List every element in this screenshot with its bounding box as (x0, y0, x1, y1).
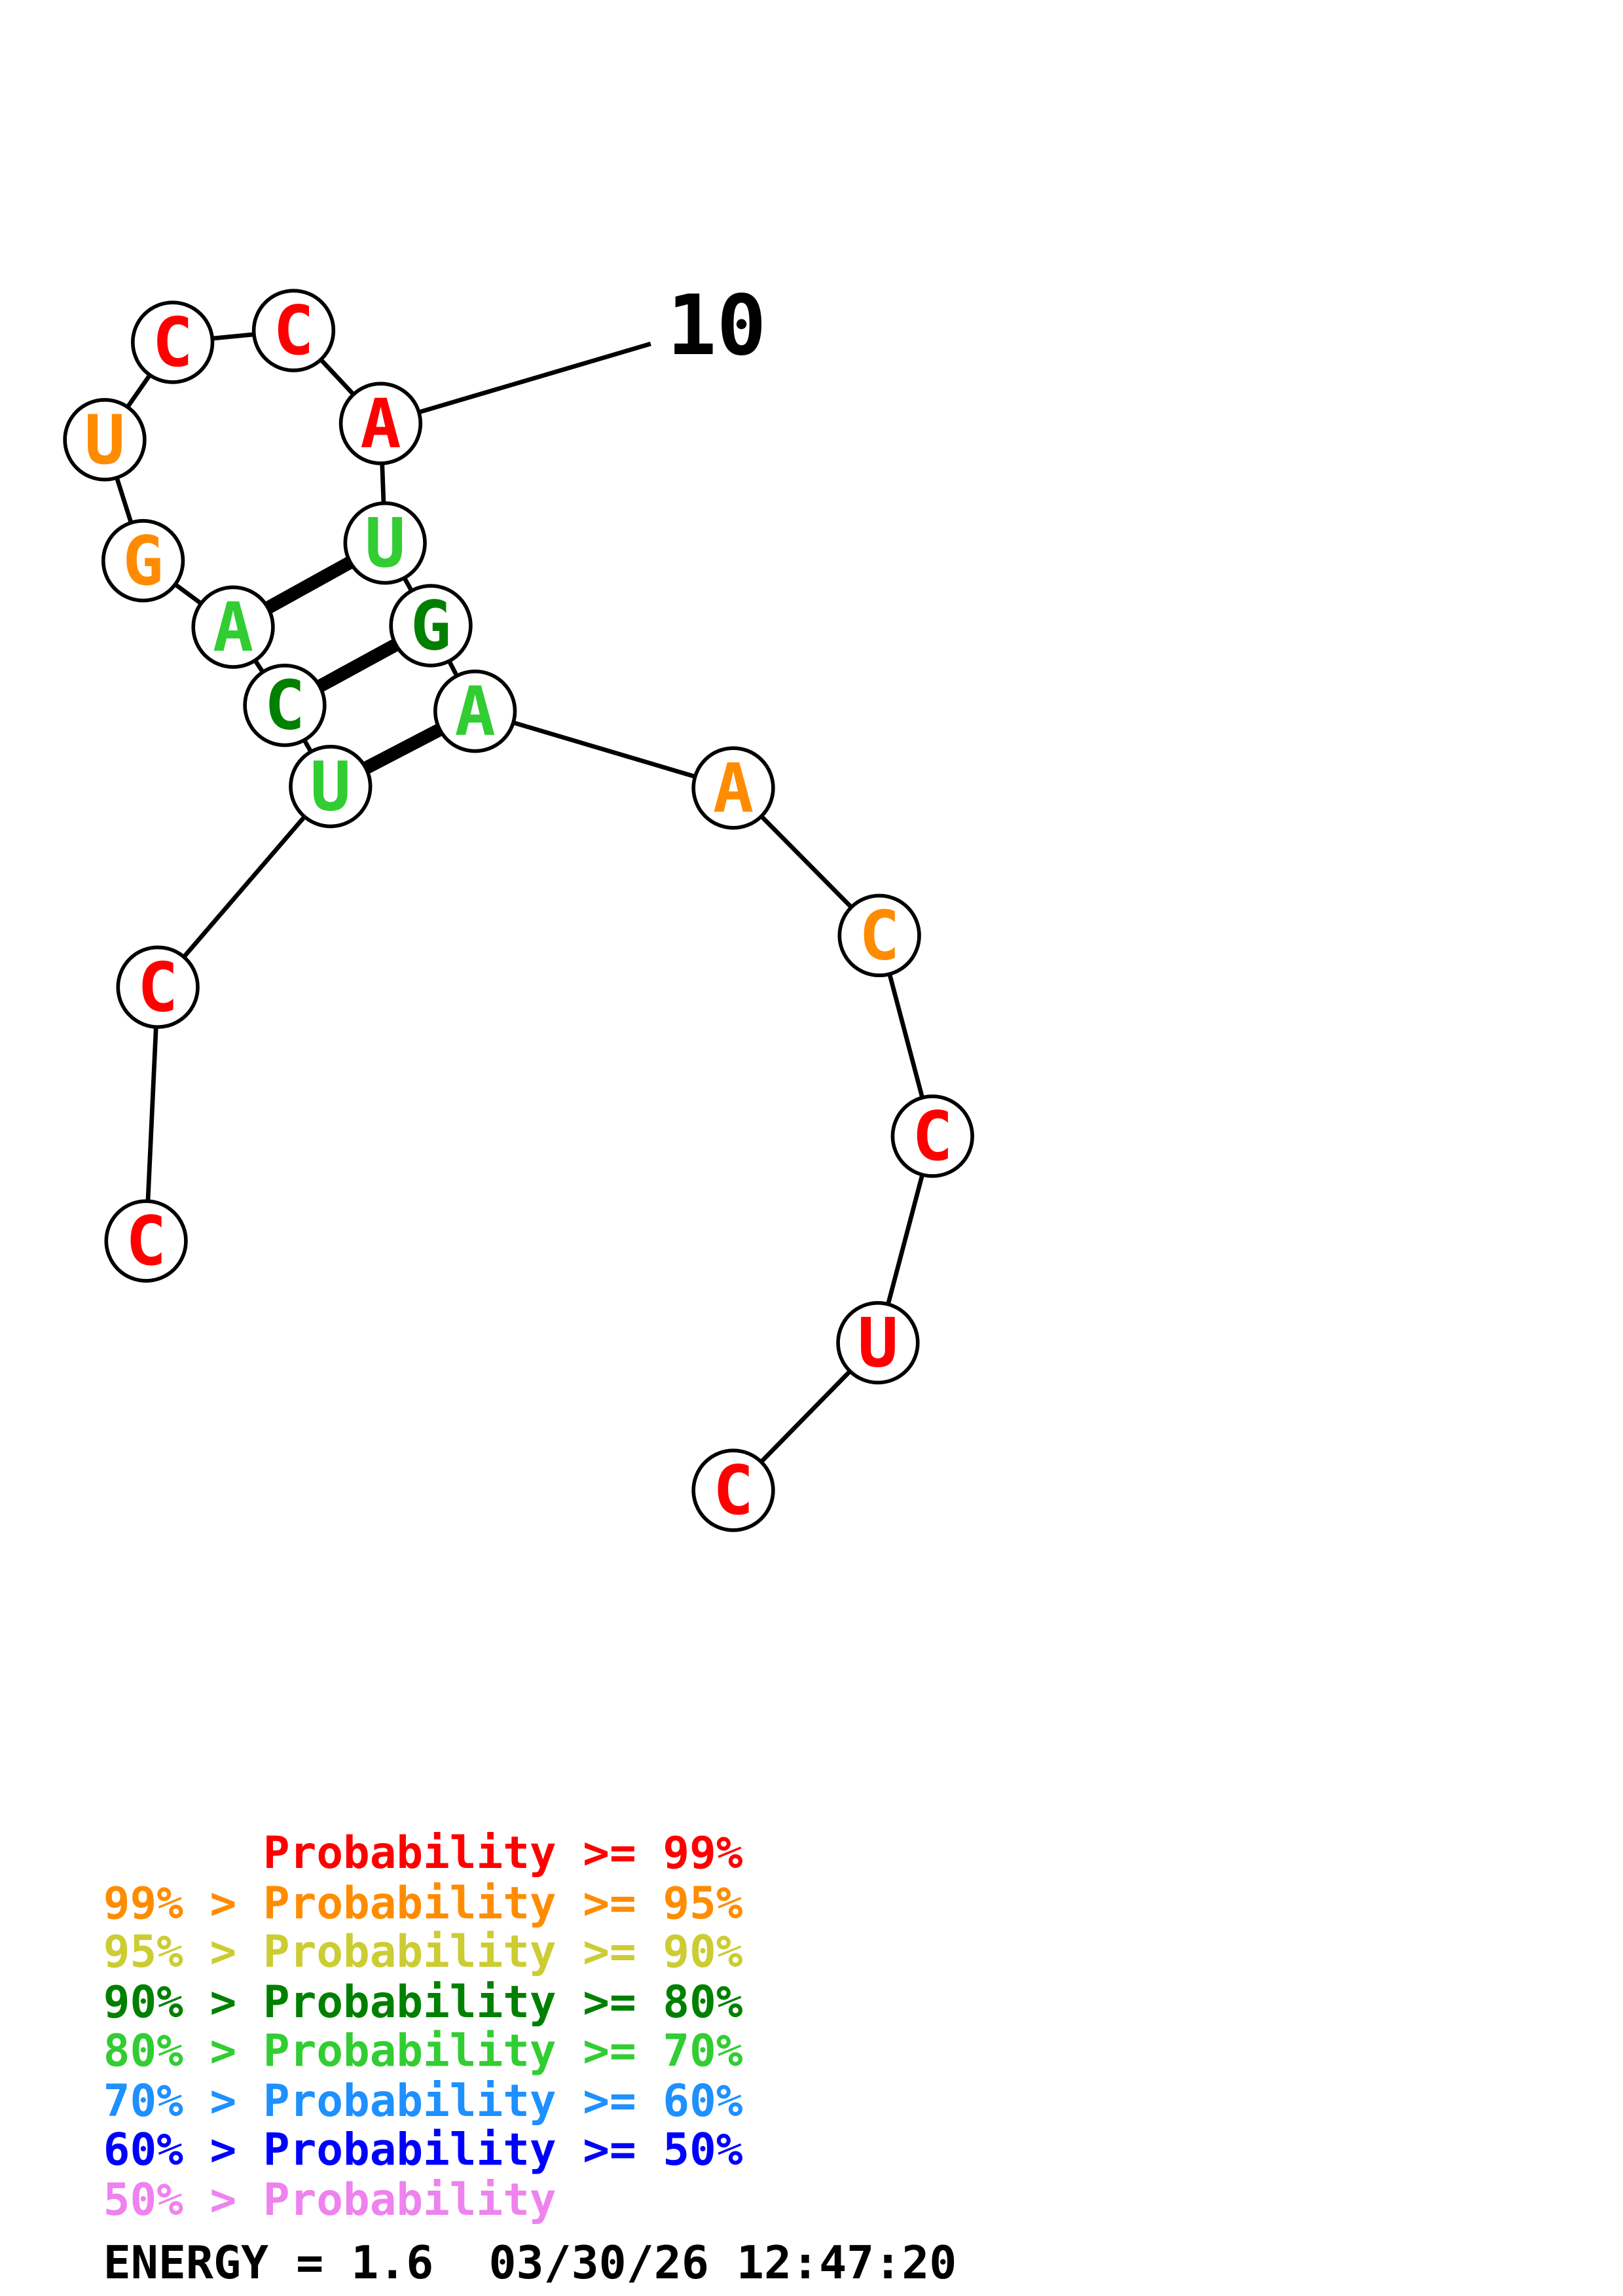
nucleotide-circle (389, 584, 473, 668)
nucleotide-circle (836, 1300, 920, 1385)
backbone-bonds-layer (102, 328, 935, 1492)
nucleotide-letter: A (713, 749, 754, 828)
backbone-bond (474, 709, 735, 791)
nucleotide-circle (433, 669, 517, 753)
nucleotide-circle (116, 945, 200, 1029)
nucleotide-node: U (289, 744, 373, 829)
nucleotide-circle (191, 585, 275, 669)
nucleotide-letter: C (859, 897, 900, 975)
legend-line-p50: 60% > Probability >= 50% (103, 2123, 743, 2175)
nucleotide-node: G (101, 519, 185, 603)
nucleotide-letter: C (713, 1452, 754, 1530)
nucleotide-node: U (63, 398, 147, 482)
nucleotide-node: A (691, 746, 775, 830)
nucleotide-letter: C (137, 948, 178, 1027)
nucleotide-circle (890, 1094, 974, 1178)
nucleotide-letter: C (273, 292, 314, 370)
nucleotide-node: C (837, 893, 921, 978)
legend-line-below50: 50% > Probability (103, 2174, 556, 2225)
backbone-bond (156, 785, 333, 989)
nucleotide-node: C (691, 1448, 775, 1532)
nucleotide-circle (343, 501, 427, 585)
nucleotide-node: C (890, 1094, 974, 1178)
legend-line-p60: 70% > Probability >= 60% (103, 2075, 743, 2126)
legend-line-p99: Probability >= 99% (103, 1827, 743, 1878)
nucleotide-node: C (104, 1199, 188, 1283)
nucleotide-letter: C (264, 667, 305, 745)
nucleotide-letter: A (454, 673, 495, 751)
nucleotide-circle (289, 744, 373, 829)
legend-line-p70: 80% > Probability >= 70% (103, 2024, 743, 2076)
legend-line-p80: 90% > Probability >= 80% (103, 1976, 743, 2028)
legend: Probability >= 99% 99% > Probability >= … (103, 1827, 743, 2225)
nucleotide-letter: U (310, 748, 351, 827)
nucleotide-circle (338, 382, 423, 465)
label-connector-line (380, 342, 651, 426)
energy-footer: ENERGY = 1.6 03/30/26 12:47:20 (103, 2236, 957, 2289)
nucleotide-node: A (191, 585, 275, 669)
nucleotide-circle (104, 1199, 188, 1283)
nucleotide-circle (101, 519, 185, 603)
nucleotide-node: U (836, 1300, 920, 1385)
nucleotide-node: A (338, 382, 423, 465)
nucleotide-letter: U (84, 401, 125, 480)
nucleotide-node: A (433, 669, 517, 753)
nucleotide-circle (63, 398, 147, 482)
nucleotide-node: C (243, 663, 327, 747)
legend-line-p90: 95% > Probability >= 90% (103, 1926, 743, 1977)
nucleotide-letter: C (126, 1202, 166, 1281)
nucleotide-circle (243, 663, 327, 747)
nucleotide-letter: A (213, 588, 253, 667)
nucleotide-circle (691, 746, 775, 830)
nucleotide-letter: U (858, 1304, 898, 1383)
nucleotide-node: C (116, 945, 200, 1029)
nucleotide-letter: A (360, 385, 401, 463)
nucleotide-node: G (389, 584, 473, 668)
nucleotide-node: U (343, 501, 427, 585)
nucleotide-letter: C (152, 304, 192, 382)
nucleotide-letter: G (410, 587, 451, 666)
nucleotide-letter: U (365, 505, 405, 583)
nucleotide-circle (691, 1448, 775, 1532)
nucleotide-letter: G (122, 522, 163, 601)
nucleotide-circle (837, 893, 921, 978)
sequence-label-layer: 10 (380, 278, 767, 426)
nucleotide-node: C (131, 300, 215, 384)
legend-line-p95: 99% > Probability >= 95% (103, 1877, 743, 1929)
sequence-position-label: 10 (667, 278, 767, 374)
nucleotide-letter: C (912, 1098, 953, 1176)
nucleotide-node: C (251, 289, 336, 372)
backbone-bond (143, 987, 160, 1242)
nucleotide-circle (251, 289, 336, 372)
nucleotide-circle (131, 300, 215, 384)
